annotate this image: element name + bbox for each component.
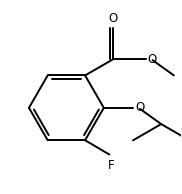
Text: O: O: [135, 101, 144, 114]
Text: O: O: [148, 53, 157, 66]
Text: O: O: [109, 12, 118, 25]
Text: F: F: [108, 159, 115, 172]
